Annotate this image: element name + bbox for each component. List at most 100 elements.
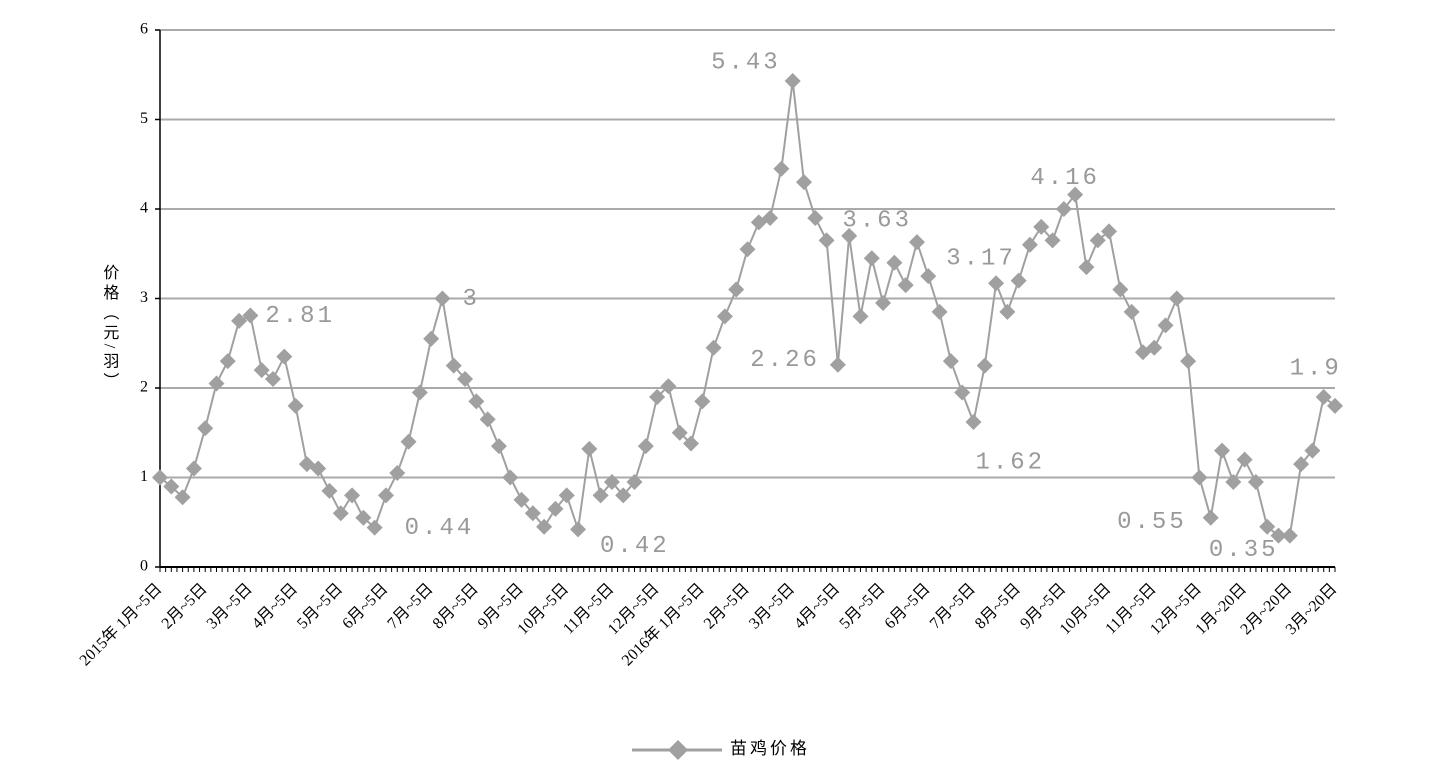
point-marker [1112,281,1129,298]
point-marker [1293,456,1310,473]
point-marker [965,414,982,431]
point-marker [886,254,903,271]
point-marker [1270,527,1287,544]
point-marker [942,353,959,370]
point-marker [705,339,722,356]
point-marker [1247,473,1264,490]
point-marker [1078,259,1095,276]
y-tick-label: 2 [140,379,148,396]
x-tick-label: 3月~5日 [746,580,798,632]
point-marker [152,469,168,486]
point-marker [1157,317,1174,334]
point-marker [1010,272,1027,289]
point-marker [1067,186,1084,203]
point-marker [445,357,462,374]
x-tick-label: 8月~5日 [430,580,482,632]
point-marker [1214,442,1231,459]
point-marker [773,160,790,177]
point-marker [660,378,677,395]
point-marker [219,353,236,370]
point-marker [1101,223,1118,240]
data-label: 3.17 [946,246,1016,273]
point-marker [1315,388,1332,405]
point-marker [558,487,575,504]
legend-label: 苗鸡价格 [730,739,810,758]
point-marker [513,491,530,508]
x-tick-label: 2016年 1月~5日 [618,580,708,670]
point-marker [434,290,451,307]
point-marker [592,487,609,504]
point-marker [1191,469,1208,486]
point-marker [581,440,598,457]
point-marker [637,438,654,455]
point-marker [841,227,858,244]
point-marker [479,411,496,428]
data-label: 1.9 [1290,355,1342,382]
data-label: 0.55 [1117,509,1187,536]
point-marker [389,465,406,482]
point-marker [920,268,937,285]
point-marker [1055,201,1072,217]
point-marker [1044,232,1061,249]
x-tick-label: 4月~5日 [791,580,843,632]
point-marker [332,505,349,522]
point-marker [185,460,202,477]
data-label: 5.43 [711,49,781,76]
series-line [159,80,1336,537]
point-marker [615,487,632,504]
y-tick-label: 6 [140,21,148,38]
data-label: 0.44 [405,515,475,542]
point-marker [863,250,880,267]
legend-marker [668,740,688,760]
point-marker [818,232,835,249]
x-tick-label: 8月~5日 [972,580,1024,632]
point-marker [1304,442,1321,459]
point-marker [242,307,259,324]
y-tick-label: 4 [140,200,148,217]
point-marker [829,356,846,373]
point-marker [1281,527,1298,544]
point-marker [728,281,745,298]
point-marker [197,420,214,437]
point-marker [1180,353,1197,370]
point-marker [411,384,428,401]
x-tick-label: 7月~5日 [927,580,979,632]
point-marker [310,460,327,477]
x-tick-label: 2月~5日 [701,580,753,632]
point-marker [931,303,948,320]
point-marker [649,388,666,405]
data-label: 0.35 [1209,537,1279,564]
x-tick-label: 4月~5日 [249,580,301,632]
point-marker [1225,473,1242,490]
point-marker [908,234,925,251]
point-marker [716,308,733,325]
x-tick-label: 6月~5日 [339,580,391,632]
point-marker [321,482,338,499]
point-marker [795,174,812,191]
data-label: 2.26 [750,347,820,374]
point-marker [457,371,474,388]
point-marker [377,487,394,504]
point-marker [423,330,440,347]
point-marker [671,424,688,441]
point-marker [988,275,1005,292]
point-marker [1168,290,1185,307]
data-label: 1.62 [975,449,1045,476]
point-marker [626,473,643,490]
data-label: 3 [462,286,479,313]
x-tick-label: 5月~5日 [294,580,346,632]
point-marker [807,209,824,226]
point-marker [739,241,756,258]
x-tick-label: 2015年 1月~5日 [76,580,166,670]
point-marker [231,312,248,329]
y-axis-title: 价格（元/羽） [100,264,119,392]
point-marker [954,384,971,401]
point-marker [468,393,485,410]
point-marker [1327,397,1343,414]
point-marker [276,348,293,365]
point-marker [570,521,587,538]
point-marker [1021,236,1038,253]
y-tick-label: 0 [140,558,148,575]
point-marker [999,303,1016,320]
